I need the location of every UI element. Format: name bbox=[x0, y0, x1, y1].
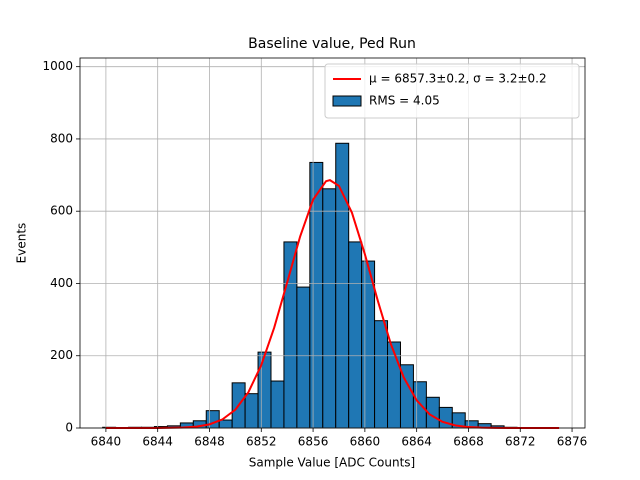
y-tick-label: 0 bbox=[65, 421, 73, 435]
legend-label: μ = 6857.3±0.2, σ = 3.2±0.2 bbox=[369, 72, 547, 86]
bar bbox=[348, 241, 363, 429]
y-tick-label: 200 bbox=[50, 348, 73, 362]
chart-title: Baseline value, Ped Run bbox=[248, 36, 416, 52]
x-tick-label: 6876 bbox=[557, 435, 588, 449]
bar bbox=[257, 351, 272, 429]
plot-frame bbox=[79, 57, 586, 429]
x-tick-label: 6860 bbox=[350, 435, 381, 449]
x-axis-label: Sample Value [ADC Counts] bbox=[249, 456, 415, 470]
y-tick-label: 800 bbox=[50, 131, 73, 145]
bar bbox=[361, 260, 376, 429]
x-tick-label: 6868 bbox=[453, 435, 484, 449]
x-tick-label: 6840 bbox=[91, 435, 122, 449]
bar bbox=[374, 320, 389, 429]
y-axis-label: Events bbox=[15, 223, 29, 264]
fit-line bbox=[105, 179, 560, 429]
x-tick-label: 6852 bbox=[246, 435, 277, 449]
legend-patch bbox=[332, 95, 362, 107]
bar bbox=[270, 380, 285, 429]
x-tick-label: 6856 bbox=[298, 435, 329, 449]
x-tick-label: 6848 bbox=[194, 435, 225, 449]
bar bbox=[244, 393, 259, 429]
legend-box bbox=[324, 63, 580, 119]
legend-label: RMS = 4.05 bbox=[369, 94, 440, 108]
x-tick-label: 6844 bbox=[142, 435, 173, 449]
x-tick-label: 6872 bbox=[505, 435, 536, 449]
y-tick-label: 1000 bbox=[42, 59, 73, 73]
y-tick-label: 600 bbox=[50, 204, 73, 218]
bar bbox=[296, 286, 311, 429]
x-tick-label: 6864 bbox=[401, 435, 432, 449]
bar bbox=[218, 419, 233, 429]
bar bbox=[322, 188, 337, 429]
y-tick-label: 400 bbox=[50, 276, 73, 290]
